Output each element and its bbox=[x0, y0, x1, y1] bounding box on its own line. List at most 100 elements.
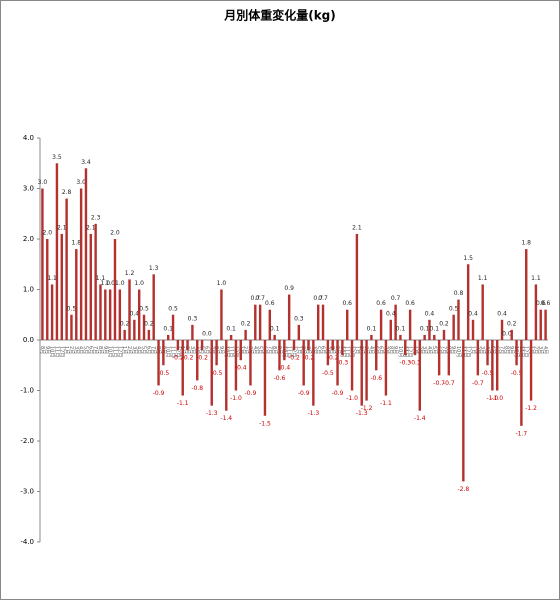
x-tick-label: 3月 bbox=[131, 346, 137, 354]
x-tick-label: 8月 bbox=[503, 346, 509, 354]
bar bbox=[399, 334, 402, 340]
x-tick-label: 6月 bbox=[378, 346, 384, 354]
y-tick-label: 3.0 bbox=[23, 185, 34, 193]
x-tick-label: 9月 bbox=[450, 346, 456, 354]
x-tick-label: 3月 bbox=[421, 346, 427, 354]
data-label: -0.2 bbox=[303, 355, 315, 362]
x-tick-label: 11月 bbox=[344, 346, 350, 357]
data-label: -0.7 bbox=[433, 380, 445, 387]
data-label: -0.7 bbox=[443, 380, 455, 387]
y-tick-label: 1.0 bbox=[23, 286, 34, 294]
data-label: 2.1 bbox=[57, 224, 67, 231]
bar bbox=[176, 340, 180, 351]
data-label: -0.8 bbox=[191, 385, 203, 392]
data-label: 1.1 bbox=[47, 275, 57, 282]
x-tick-label: 2月 bbox=[242, 346, 248, 354]
bar bbox=[379, 309, 383, 340]
data-label: 0.4 bbox=[468, 310, 478, 317]
bar bbox=[152, 274, 155, 340]
data-label: -0.9 bbox=[245, 390, 257, 397]
data-label: 2.3 bbox=[91, 214, 101, 221]
bar bbox=[147, 329, 151, 340]
bar bbox=[394, 304, 397, 340]
y-tick-label: -3.0 bbox=[20, 488, 34, 496]
bar bbox=[404, 340, 407, 356]
data-label: -0.3 bbox=[409, 360, 421, 367]
x-tick-label: 8月 bbox=[97, 346, 103, 354]
bar bbox=[55, 163, 59, 340]
bar bbox=[249, 340, 252, 386]
bar bbox=[287, 294, 291, 340]
x-tick-label: 11月 bbox=[170, 346, 176, 357]
data-label: -1.0 bbox=[346, 395, 358, 402]
x-tick-label: 12月 bbox=[407, 346, 413, 357]
bar bbox=[283, 340, 286, 361]
x-tick-label: 5月 bbox=[141, 346, 147, 354]
bar bbox=[278, 340, 281, 371]
data-label: 0.2 bbox=[507, 320, 517, 327]
x-tick-label: 11月 bbox=[53, 346, 59, 357]
bar bbox=[50, 284, 54, 340]
x-tick-label: 9月 bbox=[392, 346, 398, 354]
data-label: 1.1 bbox=[96, 275, 106, 282]
bar bbox=[104, 289, 107, 340]
bar bbox=[60, 233, 63, 340]
data-label: -0.2 bbox=[182, 355, 194, 362]
x-tick-label: 6月 bbox=[203, 346, 209, 354]
data-label: 3.5 bbox=[52, 154, 62, 161]
bar bbox=[234, 340, 238, 391]
data-label: 3.4 bbox=[81, 159, 91, 166]
bar bbox=[94, 223, 97, 340]
x-tick-label: 9月 bbox=[102, 346, 108, 354]
bar bbox=[520, 340, 523, 426]
x-tick-label: 3月 bbox=[479, 346, 485, 354]
data-label: 1.0 bbox=[134, 280, 144, 287]
x-tick-label: 11月 bbox=[111, 346, 117, 357]
bar bbox=[268, 309, 272, 340]
bar bbox=[118, 289, 122, 340]
bar bbox=[515, 340, 518, 366]
data-label: -0.9 bbox=[153, 390, 165, 397]
bar bbox=[113, 239, 117, 340]
bar bbox=[65, 198, 68, 340]
data-label: 0.7 bbox=[313, 295, 323, 302]
bar bbox=[476, 340, 480, 376]
bar bbox=[142, 314, 146, 340]
bar bbox=[171, 314, 175, 340]
bar bbox=[336, 340, 339, 386]
bar bbox=[258, 304, 262, 340]
x-tick-label: 4月 bbox=[136, 346, 142, 354]
data-label: -0.5 bbox=[511, 370, 523, 377]
bar bbox=[108, 289, 112, 340]
data-label: 2.1 bbox=[86, 224, 96, 231]
x-tick-label: 7月 bbox=[266, 346, 272, 354]
bar bbox=[466, 264, 470, 340]
data-label: 3.0 bbox=[76, 179, 86, 186]
data-label: 1.3 bbox=[149, 265, 159, 272]
data-label: 0.0 bbox=[202, 331, 212, 338]
data-label: -1.3 bbox=[206, 410, 218, 417]
data-label: 0.1 bbox=[270, 325, 280, 332]
bar bbox=[162, 340, 165, 366]
x-tick-label: 3月 bbox=[189, 346, 195, 354]
data-label: 0.1 bbox=[396, 325, 406, 332]
data-label: 0.3 bbox=[294, 315, 304, 322]
bar bbox=[418, 340, 421, 411]
bar bbox=[365, 340, 368, 401]
bar bbox=[84, 168, 88, 340]
y-tick-label: -4.0 bbox=[20, 538, 34, 546]
bar bbox=[471, 319, 475, 340]
bar bbox=[200, 340, 204, 351]
x-tick-label: 7月 bbox=[440, 346, 446, 354]
data-label: -1.4 bbox=[220, 415, 232, 422]
data-label: -1.5 bbox=[259, 420, 271, 427]
x-tick-label: 10月 bbox=[107, 346, 113, 357]
x-tick-label: 5月 bbox=[431, 346, 437, 354]
x-tick-label: 4月 bbox=[78, 346, 84, 354]
bar bbox=[413, 340, 417, 356]
data-label: 0.6 bbox=[376, 300, 386, 307]
bar bbox=[346, 309, 349, 340]
data-label: 0.4 bbox=[425, 310, 435, 317]
bar bbox=[510, 329, 513, 340]
bar bbox=[452, 314, 455, 340]
